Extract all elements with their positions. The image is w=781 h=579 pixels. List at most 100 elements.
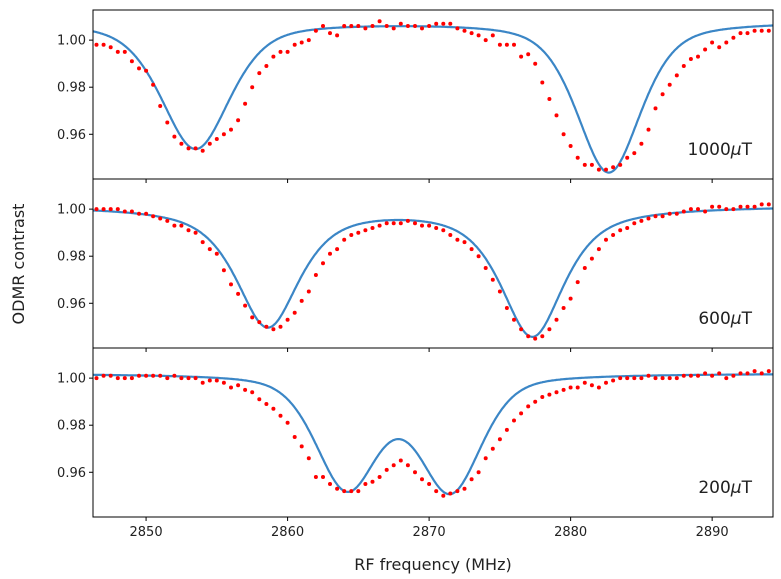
data-point (582, 380, 587, 385)
data-point (363, 228, 368, 233)
data-point (674, 376, 679, 381)
data-point (313, 28, 318, 33)
data-point (193, 146, 198, 151)
data-point (774, 26, 778, 30)
data-point (179, 141, 184, 146)
data-point (604, 167, 608, 172)
data-point (271, 327, 276, 332)
data-point (703, 209, 708, 214)
data-point (278, 324, 283, 329)
data-point (207, 378, 212, 383)
data-point (575, 155, 580, 160)
data-point (519, 54, 524, 59)
x-tick-label: 2860 (271, 525, 304, 540)
data-point (306, 289, 311, 294)
y-tick-label: 1.00 (57, 34, 86, 49)
data-point (313, 475, 318, 479)
data-point (299, 298, 304, 303)
data-point (328, 482, 332, 486)
data-point (115, 376, 120, 381)
data-point (469, 31, 474, 36)
data-point (94, 42, 99, 47)
data-point (115, 49, 120, 54)
fit-curve (93, 373, 773, 496)
data-point (660, 92, 665, 97)
data-point (420, 477, 424, 482)
data-point (519, 327, 524, 332)
data-point (420, 26, 424, 31)
data-point (582, 162, 587, 167)
data-point (129, 376, 134, 381)
field-value: 200 (698, 478, 730, 498)
data-point (766, 369, 771, 374)
data-point (398, 21, 403, 26)
data-point (674, 73, 679, 78)
data-point (441, 21, 446, 26)
data-point (285, 49, 290, 54)
data-point (582, 266, 587, 270)
data-point (229, 385, 233, 390)
fit-curve (93, 207, 773, 339)
data-point (349, 233, 354, 237)
data-point (335, 247, 340, 252)
data-point (427, 482, 432, 486)
data-point (526, 404, 531, 409)
data-point (129, 59, 134, 64)
data-point (236, 383, 241, 388)
data-point (384, 24, 389, 28)
data-point (427, 24, 432, 28)
x-tick-label: 2890 (696, 525, 729, 540)
data-point (257, 397, 262, 402)
data-point (667, 376, 672, 381)
data-point (724, 40, 729, 45)
data-point (122, 376, 127, 381)
data-point (490, 277, 495, 282)
panel-600uT: 1.00 0.98 0.96 600μT (57, 178, 774, 352)
data-point (533, 336, 538, 341)
data-point (469, 247, 474, 252)
data-point (349, 24, 354, 28)
data-point (476, 470, 481, 475)
data-point (462, 486, 467, 491)
data-point (250, 390, 255, 395)
data-point (264, 64, 269, 68)
data-point (646, 127, 651, 132)
data-point (526, 52, 531, 57)
data-point (101, 42, 106, 47)
data-point (413, 221, 417, 226)
data-point (144, 373, 149, 378)
data-point (512, 317, 516, 322)
data-point (236, 118, 241, 123)
data-point (526, 334, 531, 339)
data-point (165, 120, 170, 125)
data-point (759, 371, 764, 376)
y-tick-label: 0.96 (57, 128, 86, 143)
data-point (752, 204, 757, 209)
data-point (101, 207, 106, 212)
data-point (200, 380, 205, 385)
data-point (137, 211, 141, 216)
data-point (193, 376, 198, 381)
data-point (688, 207, 693, 212)
data-point (717, 204, 722, 209)
data-point (703, 371, 708, 376)
data-points (94, 19, 778, 172)
data-point (278, 413, 283, 418)
data-point (292, 435, 297, 439)
data-point (299, 444, 304, 449)
data-point (221, 132, 226, 137)
data-point (398, 221, 403, 226)
data-point (596, 167, 601, 172)
data-point (236, 291, 241, 296)
data-point (497, 437, 502, 442)
data-point (639, 218, 644, 223)
data-point (405, 218, 410, 223)
data-point (745, 204, 750, 209)
data-point (703, 47, 708, 52)
data-point (731, 207, 736, 212)
data-point (420, 223, 424, 228)
data-point (172, 134, 177, 139)
field-value: 1000 (688, 140, 731, 160)
data-point (441, 228, 446, 233)
data-point (377, 475, 382, 479)
